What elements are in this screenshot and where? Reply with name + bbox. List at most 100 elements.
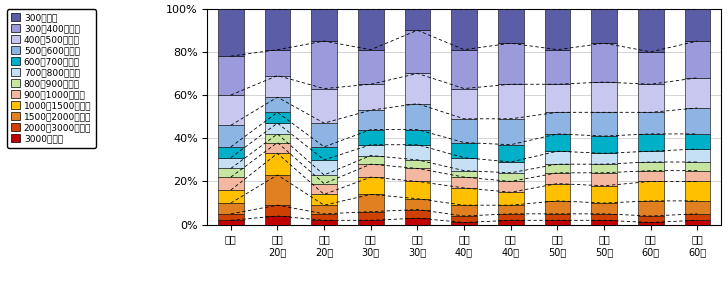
Bar — [545, 164, 570, 173]
Bar — [545, 84, 570, 112]
Bar — [358, 194, 384, 212]
Bar — [451, 177, 477, 188]
Bar — [545, 9, 570, 50]
Bar — [265, 97, 290, 112]
Bar — [591, 112, 617, 136]
Bar — [591, 43, 617, 82]
Bar — [312, 160, 337, 175]
Bar — [498, 43, 523, 84]
Bar — [405, 73, 430, 104]
Bar — [498, 84, 523, 119]
Bar — [638, 84, 663, 112]
Bar — [265, 9, 290, 50]
Bar — [218, 190, 244, 203]
Bar — [684, 181, 711, 201]
Bar — [358, 130, 384, 145]
Bar — [498, 205, 523, 214]
Bar — [498, 162, 523, 173]
Bar — [451, 9, 477, 50]
Bar — [545, 220, 570, 225]
Bar — [545, 173, 570, 184]
Bar — [265, 143, 290, 153]
Bar — [218, 56, 244, 95]
Bar — [638, 201, 663, 216]
Bar — [591, 164, 617, 173]
Bar — [684, 201, 711, 214]
Bar — [218, 158, 244, 168]
Bar — [451, 170, 477, 177]
Bar — [451, 188, 477, 205]
Bar — [358, 220, 384, 225]
Bar — [218, 220, 244, 225]
Bar — [405, 160, 430, 168]
Bar — [312, 214, 337, 220]
Bar — [358, 50, 384, 84]
Bar — [591, 220, 617, 225]
Bar — [498, 192, 523, 205]
Bar — [638, 134, 663, 151]
Bar — [405, 30, 430, 73]
Bar — [638, 162, 663, 170]
Bar — [312, 147, 337, 160]
Bar — [684, 220, 711, 225]
Bar — [405, 210, 430, 218]
Bar — [218, 125, 244, 147]
Bar — [498, 181, 523, 192]
Bar — [591, 203, 617, 214]
Bar — [591, 9, 617, 43]
Bar — [591, 153, 617, 164]
Bar — [358, 110, 384, 130]
Bar — [265, 216, 290, 225]
Bar — [451, 205, 477, 216]
Bar — [545, 50, 570, 84]
Bar — [312, 194, 337, 205]
Bar — [265, 205, 290, 216]
Bar — [684, 108, 711, 134]
Bar — [545, 112, 570, 134]
Bar — [638, 52, 663, 84]
Bar — [312, 205, 337, 214]
Legend: 300円未満, 300～400円未満, 400～500円未満, 500～600円未満, 600～700円未満, 700～800円未満, 800～900円未満, : 300円未満, 300～400円未満, 400～500円未満, 500～600円… — [7, 9, 96, 148]
Bar — [218, 177, 244, 190]
Bar — [451, 143, 477, 158]
Bar — [591, 136, 617, 154]
Bar — [312, 9, 337, 41]
Bar — [684, 214, 711, 220]
Bar — [265, 134, 290, 143]
Bar — [218, 168, 244, 177]
Bar — [498, 119, 523, 145]
Bar — [545, 201, 570, 214]
Bar — [591, 173, 617, 186]
Bar — [265, 50, 290, 76]
Bar — [451, 216, 477, 222]
Bar — [451, 119, 477, 143]
Bar — [358, 164, 384, 177]
Bar — [545, 151, 570, 164]
Bar — [312, 220, 337, 225]
Bar — [451, 50, 477, 89]
Bar — [638, 9, 663, 52]
Bar — [405, 145, 430, 160]
Bar — [405, 218, 430, 225]
Bar — [265, 154, 290, 175]
Bar — [545, 184, 570, 201]
Bar — [405, 130, 430, 145]
Bar — [498, 220, 523, 225]
Bar — [358, 212, 384, 220]
Bar — [451, 89, 477, 119]
Bar — [498, 173, 523, 181]
Bar — [498, 145, 523, 162]
Bar — [312, 175, 337, 184]
Bar — [638, 222, 663, 225]
Bar — [684, 149, 711, 162]
Bar — [451, 158, 477, 170]
Bar — [358, 145, 384, 156]
Bar — [405, 181, 430, 199]
Bar — [312, 88, 337, 123]
Bar — [591, 186, 617, 203]
Bar — [218, 147, 244, 158]
Bar — [684, 9, 711, 41]
Bar — [451, 222, 477, 225]
Bar — [358, 177, 384, 194]
Bar — [638, 216, 663, 222]
